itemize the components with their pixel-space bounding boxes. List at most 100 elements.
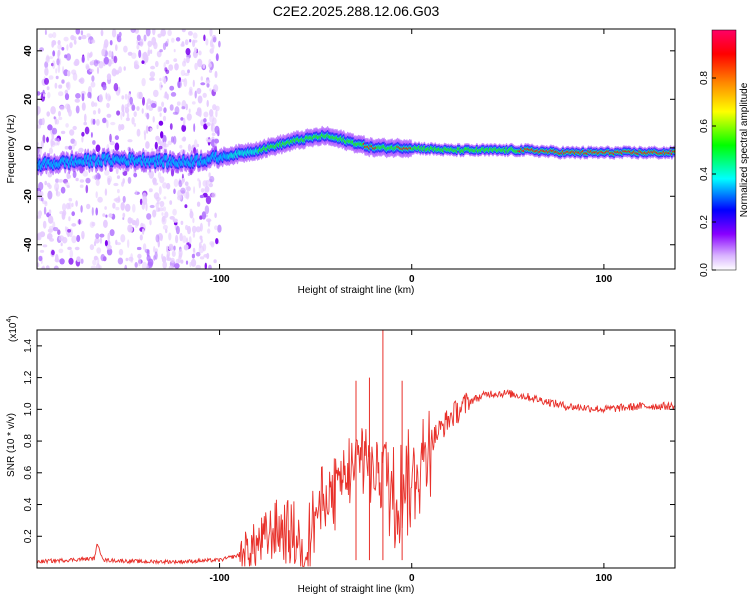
noise-dot [159,77,162,82]
noise-dot [57,49,61,57]
noise-dot [195,111,199,116]
noise-dot [95,144,101,153]
noise-dot [109,141,115,146]
noise-dot [89,221,95,228]
noise-dot [161,253,164,260]
noise-dot [195,251,201,257]
noise-dot [152,116,155,123]
noise-dot [194,90,197,99]
noise-dot [202,63,206,69]
noise-dot [133,111,137,117]
noise-dot [85,184,89,194]
noise-dot [57,40,61,45]
noise-dot [134,262,138,268]
noise-dot [188,236,192,245]
noise-dot [200,76,203,81]
noise-dot [139,234,143,241]
noise-dot [78,147,84,153]
noise-dot [81,131,85,137]
noise-dot [71,202,74,208]
noise-dot [182,235,187,243]
noise-dot [158,145,163,150]
noise-dot [55,68,58,74]
noise-dot [58,110,61,117]
noise-dot [71,69,77,75]
noise-dot [211,122,214,127]
snr-scale-base: (x10 [8,322,19,342]
noise-dot [197,178,200,182]
noise-dot [67,246,72,250]
noise-dot [187,225,191,235]
noise-dot [121,95,125,100]
noise-dot [150,65,156,70]
colorbar-tick-label: 0.8 [699,71,710,85]
noise-dot [72,170,77,179]
noise-dot [199,235,203,240]
noise-dot [188,108,191,114]
noise-dot [198,242,202,249]
noise-dot [173,188,176,195]
noise-dot [157,33,162,38]
noise-dot [60,186,66,194]
snr-xtick-label: 0 [409,573,415,584]
noise-dot [142,96,145,106]
noise-dot [62,203,67,212]
noise-dot [58,235,65,242]
spectrogram-panel: -100 0 100 -40 -20 0 20 40 Height of straight l… [6,28,676,296]
noise-dot [147,171,150,176]
noise-dot [75,200,78,207]
noise-dot [171,250,176,257]
noise-dot [97,257,100,266]
noise-dot [113,182,119,187]
noise-dot [131,220,137,226]
noise-dot [37,124,42,129]
noise-dot [89,68,94,73]
noise-dot [64,54,68,59]
noise-dot [113,83,119,92]
noise-dot [75,177,79,182]
noise-dot [162,182,168,189]
noise-dot [175,37,181,42]
noise-dot [75,93,81,99]
noise-dot [51,127,58,135]
noise-dot [204,262,207,269]
noise-dot [197,95,203,104]
noise-dot [153,89,159,98]
noise-dot [37,91,41,96]
noise-dot [68,197,73,202]
noise-dot [188,86,193,93]
noise-dot [186,186,191,192]
noise-dot [184,72,190,76]
noise-dot [183,244,189,251]
noise-dot [143,131,147,141]
noise-dot [181,106,186,110]
noise-dot [135,190,138,196]
noise-dot [193,139,198,149]
noise-dot [142,243,147,251]
noise-dot [66,44,69,51]
noise-dot [189,210,194,219]
noise-dot [93,241,97,247]
noise-dot [152,29,156,36]
noise-dot [191,253,195,259]
noise-dot [172,208,177,216]
noise-dot [191,225,197,234]
noise-dot [38,255,43,262]
noise-dot [162,224,168,230]
noise-dot [39,249,45,253]
snr-plot-area [37,330,675,567]
snr-ytick-label: 0.6 [23,465,34,479]
noise-dot [174,263,180,269]
noise-dot [183,78,188,87]
noise-dot [116,175,121,180]
spectrogram-axes: -100 0 100 -40 -20 0 20 40 [23,29,675,285]
noise-dot [178,77,181,82]
noise-dot [68,257,74,265]
noise-dot [173,58,178,62]
spectrogram-heatmap [37,29,675,269]
noise-dot [62,210,67,216]
noise-dot [37,262,40,268]
noise-dot [80,30,84,36]
noise-dot [74,246,80,251]
noise-dot [212,117,217,125]
